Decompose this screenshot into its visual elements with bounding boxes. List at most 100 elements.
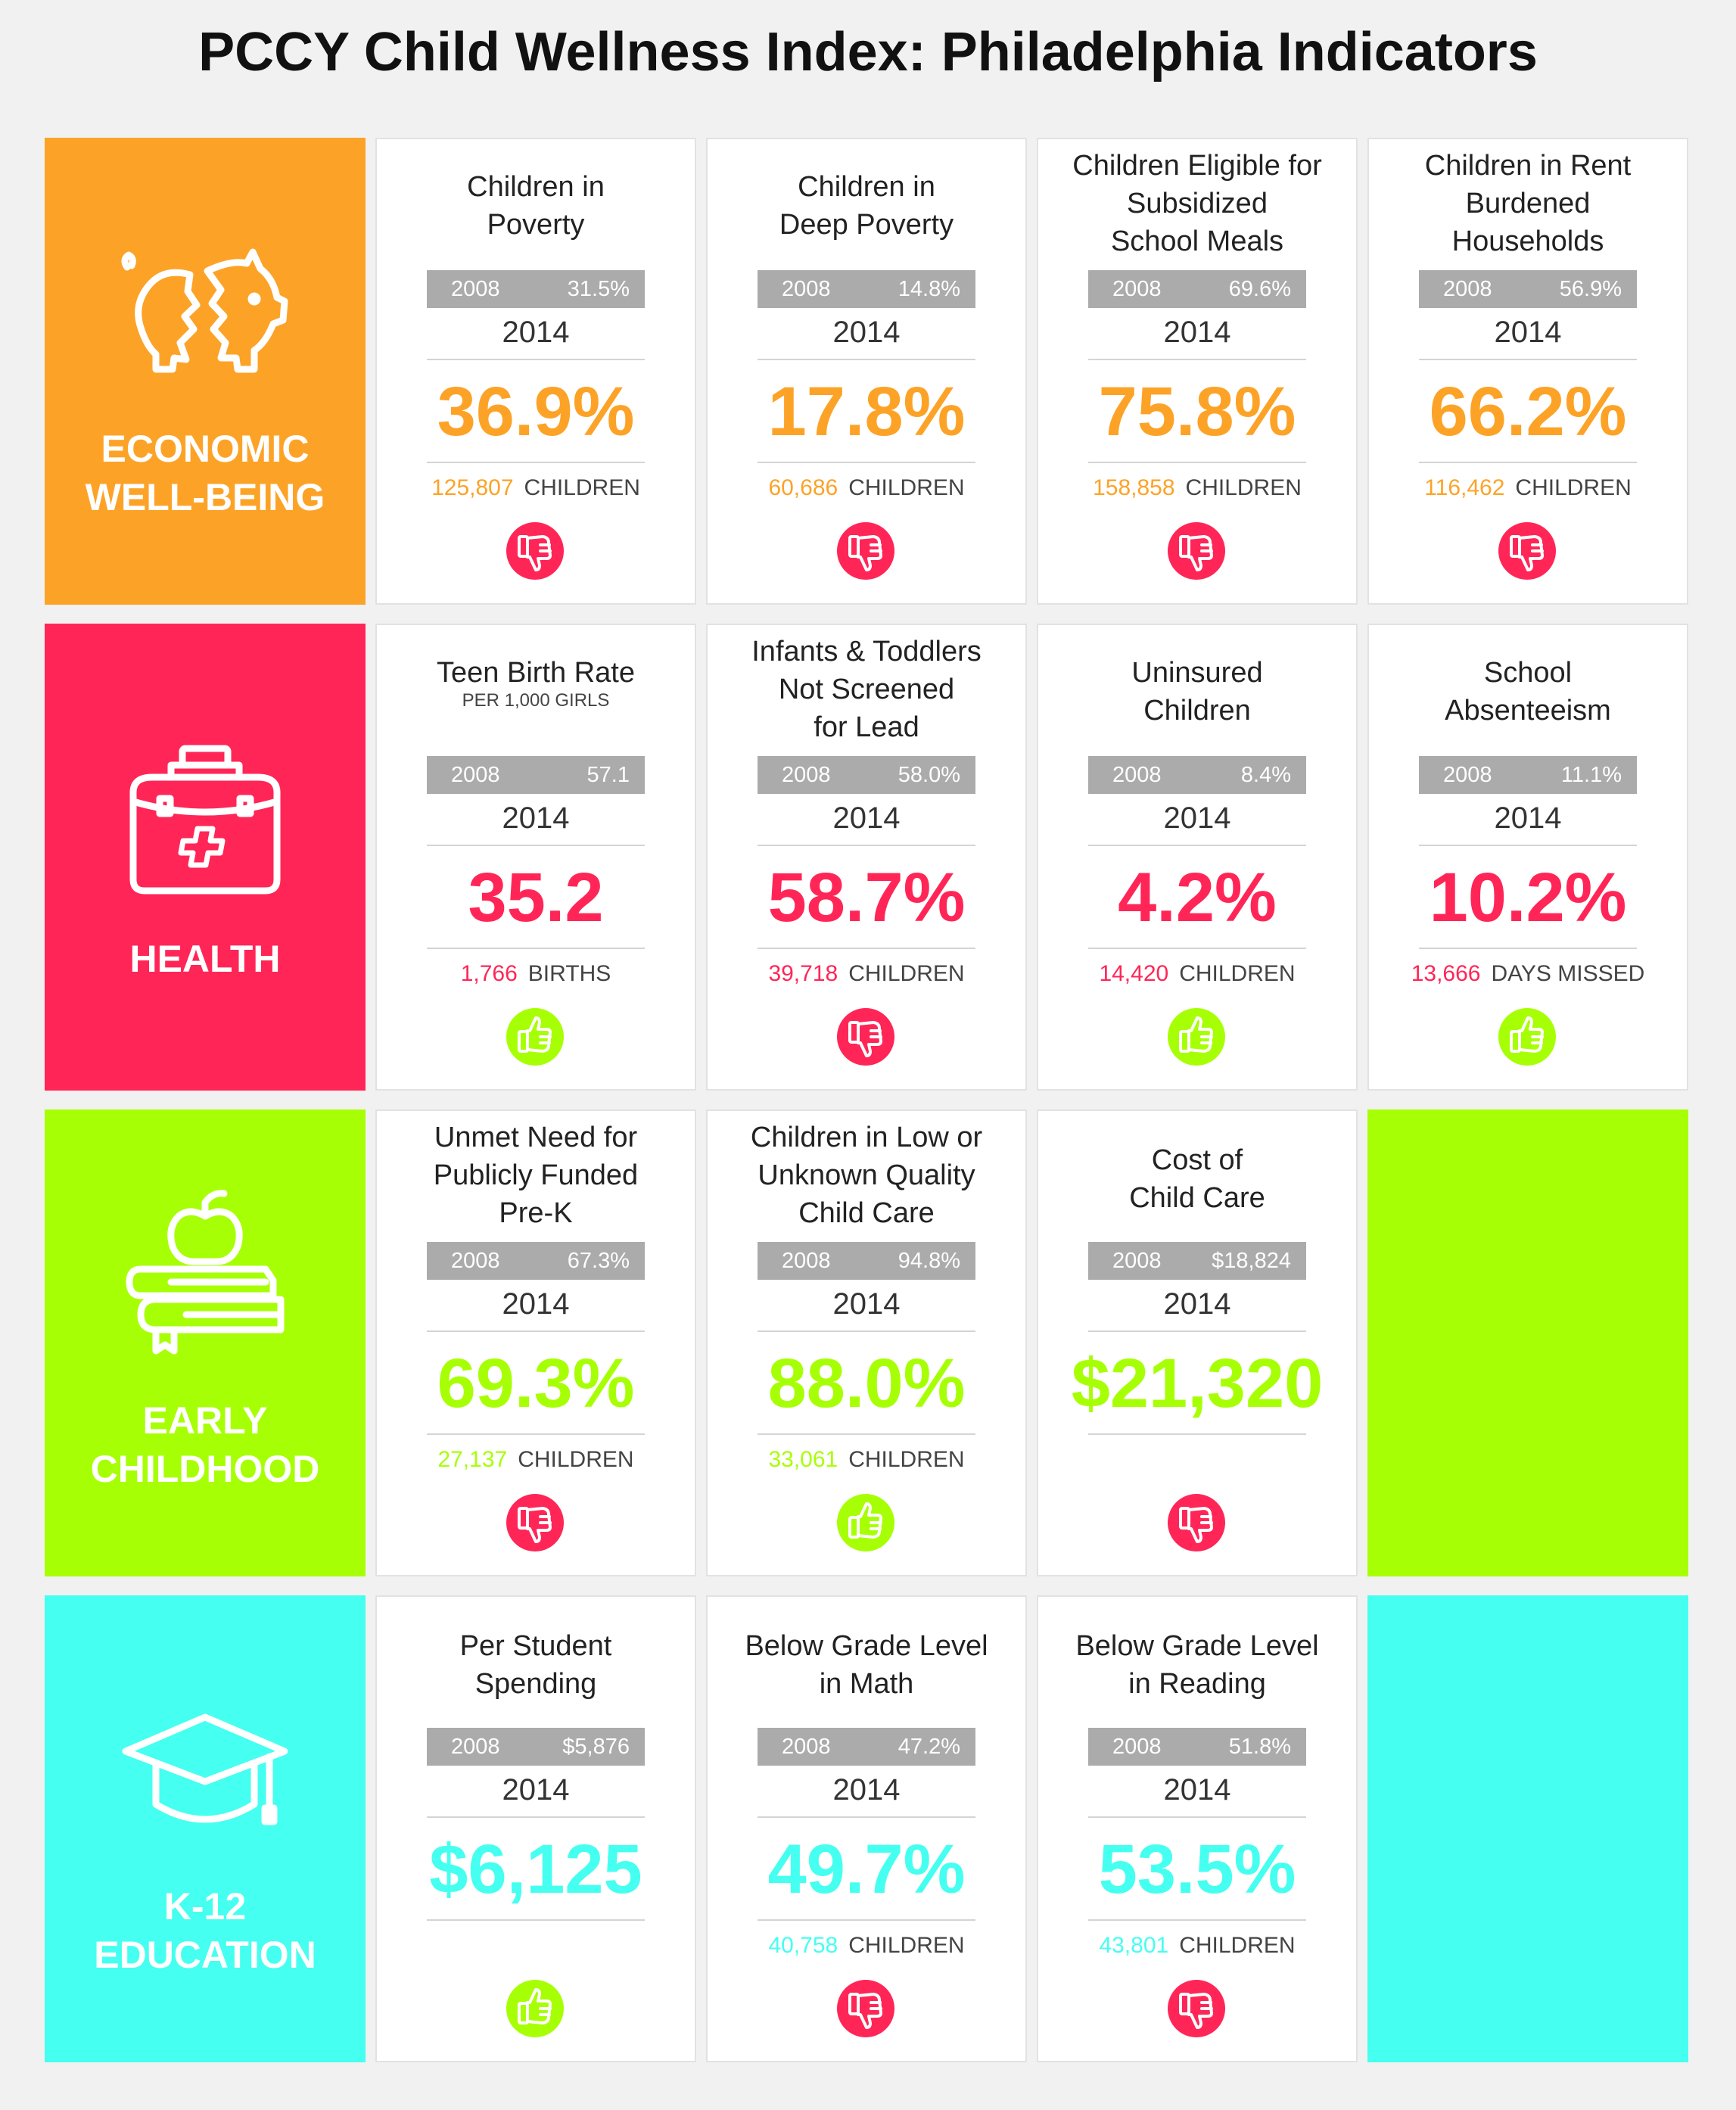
count-number: 33,061 (768, 1447, 838, 1472)
indicator-card: Cost of Child Care 2008 $18,824 2014 $21,320 (1037, 1109, 1358, 1576)
count-line: 43,801 CHILDREN (1037, 1931, 1358, 1961)
current-year: 2014 (832, 1773, 901, 1807)
card-title: Children in Rent Burdened Households (1424, 150, 1632, 257)
baseline-value: 58.0% (898, 762, 960, 787)
divider (1419, 462, 1637, 463)
baseline-bar: 2008 $5,876 (427, 1728, 645, 1766)
count-unit: BIRTHS (527, 961, 611, 986)
baseline-bar: 2008 57.1 (427, 756, 645, 794)
card-title: Unmet Need for Publicly Funded Pre-K (433, 1122, 639, 1229)
count-number: 116,462 (1424, 475, 1505, 500)
divider (758, 1330, 975, 1332)
count-unit: CHILDREN (1179, 1933, 1296, 1958)
baseline-year: 2008 (782, 1734, 831, 1759)
empty-color-tile (1367, 1595, 1688, 2062)
current-year: 2014 (1163, 1773, 1231, 1807)
baseline-value: 14.8% (898, 276, 960, 301)
current-value: $21,320 (1071, 1345, 1324, 1422)
current-value: 35.2 (468, 859, 604, 936)
indicator-card: Children Eligible for Subsidized School … (1037, 138, 1358, 605)
baseline-year: 2008 (1112, 762, 1162, 787)
divider (1088, 1433, 1306, 1435)
current-year: 2014 (1163, 801, 1231, 835)
divider (1088, 359, 1306, 360)
thumbs-up-icon (1498, 1008, 1556, 1066)
medical-bag-icon (118, 732, 292, 898)
baseline-value: 31.5% (567, 276, 630, 301)
thumbs-down-icon (1168, 1980, 1225, 2037)
divider (1088, 845, 1306, 846)
card-title: Children in Low or Unknown Quality Child… (750, 1122, 983, 1229)
category-label: ECONOMIC WELL-BEING (85, 427, 325, 518)
baseline-year: 2008 (451, 762, 500, 787)
page-title: PCCY Child Wellness Index: Philadelphia … (198, 22, 1538, 82)
count-number: 1,766 (460, 961, 518, 986)
count-line: 14,420 CHILDREN (1037, 959, 1358, 989)
current-value: 69.3% (437, 1345, 635, 1422)
baseline-bar: 2008 94.8% (758, 1242, 975, 1280)
current-value: 49.7% (767, 1831, 966, 1908)
current-value: 17.8% (767, 373, 966, 450)
card-title: Infants & Toddlers Not Screened for Lead (751, 636, 982, 743)
divider (427, 1330, 645, 1332)
count-number: 125,807 (431, 475, 514, 500)
current-year: 2014 (1494, 316, 1562, 349)
card-title: Children in Deep Poverty (779, 171, 954, 241)
baseline-value: $5,876 (562, 1734, 630, 1759)
thumbs-down-icon (837, 1980, 894, 2037)
indicator-card: Children in Low or Unknown Quality Child… (706, 1109, 1027, 1576)
count-number: 13,666 (1411, 961, 1481, 986)
count-unit: CHILDREN (1179, 961, 1296, 986)
divider (758, 1816, 975, 1818)
card-title: School Absenteeism (1445, 657, 1611, 727)
indicator-card: Unmet Need for Publicly Funded Pre-K 2008… (375, 1109, 696, 1576)
indicator-card: Children in Deep Poverty 2008 14.8% 2014 17.… (706, 138, 1027, 605)
count-unit: CHILDREN (518, 1447, 634, 1472)
card-title: Below Grade Level in Reading (1075, 1630, 1319, 1700)
count-unit: CHILDREN (848, 1447, 965, 1472)
count-number: 40,758 (768, 1933, 838, 1958)
card-title: Children in Poverty (467, 171, 605, 241)
thumbs-down-icon (837, 522, 894, 580)
current-value: 53.5% (1098, 1831, 1296, 1908)
count-unit: CHILDREN (1515, 475, 1632, 500)
baseline-value: 56.9% (1559, 276, 1622, 301)
card-title: Cost of Child Care (1129, 1144, 1265, 1214)
divider (758, 1919, 975, 1921)
card-title: Per Student Spending (459, 1630, 612, 1700)
category-label: K-12 EDUCATION (94, 1884, 316, 1976)
baseline-value: 67.3% (567, 1248, 630, 1273)
divider (1088, 1816, 1306, 1818)
baseline-bar: 2008 11.1% (1419, 756, 1637, 794)
card-title: Teen Birth Rate (437, 657, 635, 689)
divider (758, 1433, 975, 1435)
count-unit: CHILDREN (1185, 475, 1302, 500)
divider (758, 462, 975, 463)
baseline-year: 2008 (1112, 1734, 1162, 1759)
baseline-bar: 2008 67.3% (427, 1242, 645, 1280)
current-year: 2014 (502, 1287, 570, 1321)
baseline-year: 2008 (451, 1248, 500, 1273)
count-line: 27,137 CHILDREN (375, 1445, 696, 1475)
count-unit: CHILDREN (848, 1933, 965, 1958)
baseline-year: 2008 (782, 276, 831, 301)
thumbs-up-icon (506, 1980, 564, 2037)
divider (758, 359, 975, 360)
baseline-year: 2008 (451, 1734, 500, 1759)
current-year: 2014 (1163, 1287, 1231, 1321)
count-line: 116,462 CHILDREN (1367, 473, 1688, 503)
count-line: 1,766 BIRTHS (375, 959, 696, 989)
current-value: $6,125 (429, 1831, 642, 1908)
category-panel: ECONOMIC WELL-BEING (45, 138, 366, 605)
indicator-card: Below Grade Level in Math 2008 47.2% 2014 49… (706, 1595, 1027, 2062)
count-unit: CHILDREN (848, 961, 965, 986)
current-value: 75.8% (1098, 373, 1296, 450)
baseline-year: 2008 (1112, 1248, 1162, 1273)
baseline-value: $18,824 (1212, 1248, 1291, 1273)
baseline-bar: 2008 51.8% (1088, 1728, 1306, 1766)
baseline-bar: 2008 56.9% (1419, 270, 1637, 308)
count-line: 13,666 DAYS MISSED (1367, 959, 1688, 989)
baseline-value: 94.8% (898, 1248, 960, 1273)
current-year: 2014 (502, 316, 570, 349)
count-number: 39,718 (768, 961, 838, 986)
